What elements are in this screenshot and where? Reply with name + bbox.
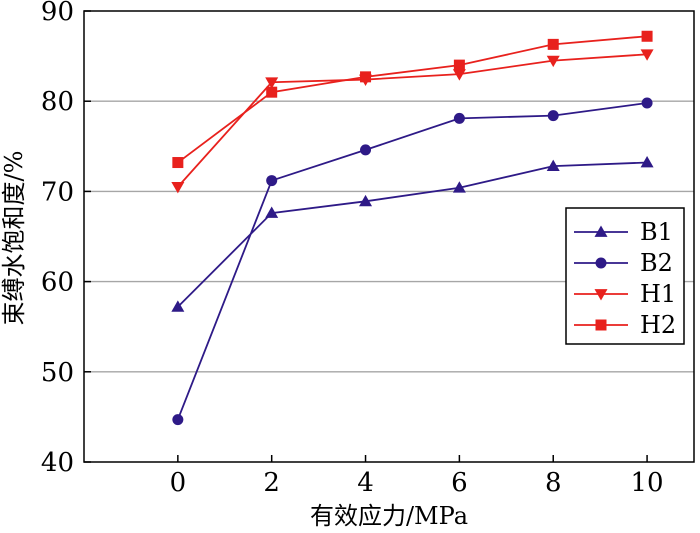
- data-point-B1-10: [640, 156, 654, 168]
- legend-item-H2: H2: [574, 311, 676, 339]
- legend-item-H1: H1: [574, 280, 676, 308]
- data-point-H2-0: [172, 157, 184, 169]
- series: [171, 30, 654, 426]
- legend-marker-B2: [595, 257, 607, 269]
- series-line-H2: [177, 35, 648, 164]
- x-tick-label-2: 2: [263, 468, 280, 498]
- x-tick-label-0: 0: [170, 468, 187, 498]
- legend: B1 B2 H1 H2: [565, 207, 685, 345]
- x-tick-label-10: 10: [631, 468, 664, 498]
- legend-label-B1: B1: [640, 218, 673, 246]
- x-tick-label-8: 8: [545, 468, 562, 498]
- legend-label-H1: H1: [640, 280, 676, 308]
- data-point-H2-10: [641, 30, 653, 42]
- data-point-H2-6: [453, 59, 465, 71]
- y-tick-label-90: 90: [41, 0, 74, 27]
- legend-label-B2: B2: [640, 249, 673, 277]
- series-B2: [172, 97, 653, 426]
- y-tick-label-70: 70: [41, 177, 74, 207]
- data-point-B1-0: [171, 300, 185, 312]
- axis-ticks: 40 50 60 70 80 90 0 2 4 6 8 10: [41, 0, 664, 498]
- y-axis-label: 束缚水饱和度/%: [0, 151, 28, 326]
- data-point-B1-6: [452, 181, 466, 193]
- legend-marker-H2: [595, 319, 607, 331]
- data-point-H1-10: [640, 49, 654, 61]
- data-point-B2-2: [266, 175, 278, 187]
- legend-item-B1: B1: [574, 218, 673, 246]
- data-point-B1-8: [546, 159, 560, 172]
- data-point-B2-0: [172, 414, 184, 426]
- legend-marker-H1: [594, 289, 608, 301]
- y-tick-label-40: 40: [41, 448, 74, 478]
- data-point-H2-2: [266, 86, 278, 98]
- y-tick-label-80: 80: [41, 87, 74, 117]
- series-H2: [172, 30, 653, 169]
- data-point-B1-2: [265, 206, 279, 218]
- series-line-H1: [177, 53, 648, 188]
- x-tick-label-6: 6: [451, 468, 468, 498]
- legend-label-H2: H2: [640, 311, 676, 339]
- data-point-H1-6: [452, 69, 466, 81]
- data-point-B2-6: [453, 112, 465, 124]
- data-point-B2-4: [360, 144, 372, 156]
- series-line-B1: [177, 161, 648, 308]
- data-point-H1-2: [265, 77, 279, 89]
- x-tick-label-4: 4: [357, 468, 374, 498]
- y-tick-label-50: 50: [41, 358, 74, 388]
- data-point-B2-10: [641, 97, 653, 109]
- data-point-H2-8: [547, 38, 559, 50]
- x-axis-label: 有效应力/MPa: [310, 502, 468, 530]
- plot-frame: [83, 10, 695, 463]
- y-tick-label-60: 60: [41, 268, 74, 298]
- series-B1: [171, 156, 654, 312]
- data-point-H1-0: [171, 182, 185, 194]
- legend-marker-B1: [594, 225, 608, 237]
- data-point-H1-8: [546, 55, 560, 68]
- series-line-B2: [177, 102, 648, 420]
- data-point-B1-4: [359, 194, 373, 207]
- legend-box: [565, 207, 685, 345]
- legend-item-B2: B2: [574, 249, 673, 277]
- data-point-B2-8: [547, 110, 559, 122]
- data-point-H2-4: [360, 71, 372, 83]
